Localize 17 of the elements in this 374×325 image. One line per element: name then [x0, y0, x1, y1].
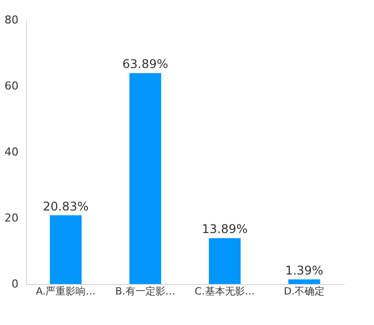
data-label: 1.39%: [285, 263, 324, 278]
x-tick-label: A.严重影响…: [36, 286, 96, 298]
y-tick-label: 80: [4, 14, 18, 26]
y-tick-label: 40: [4, 146, 18, 158]
x-tick-label: D.不确定: [284, 286, 325, 298]
data-label: 13.89%: [202, 222, 248, 236]
bar: [288, 279, 320, 284]
bar: [50, 215, 82, 284]
bar: [208, 238, 241, 284]
y-tick-label: 60: [4, 80, 18, 92]
x-tick-label: C.基本无影…: [194, 286, 255, 298]
x-tick-label: B.有一定影…: [115, 286, 176, 298]
data-label: 20.83%: [42, 199, 89, 214]
data-label: 63.89%: [122, 57, 168, 72]
bar: [129, 73, 162, 284]
y-tick-label: 0: [12, 278, 18, 290]
y-tick-label: 20: [4, 212, 18, 224]
